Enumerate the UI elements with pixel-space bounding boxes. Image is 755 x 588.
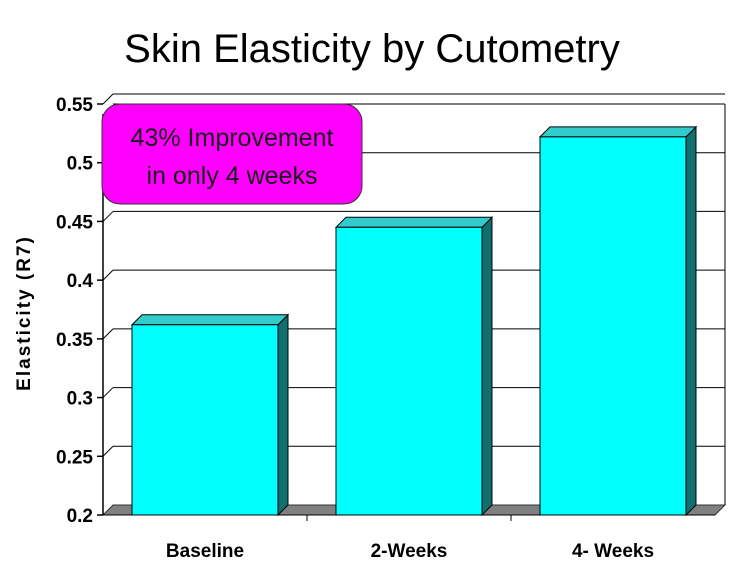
y-tick-label: 0.3 — [67, 389, 93, 410]
improvement-callout: 43% Improvement in only 4 weeks — [101, 103, 363, 205]
y-tick-label: 0.55 — [56, 95, 93, 116]
y-tick-label: 0.45 — [56, 212, 93, 233]
bar — [538, 125, 698, 517]
gridline-depth — [102, 387, 114, 398]
y-tick-label: 0.35 — [56, 330, 93, 351]
bar-face — [335, 226, 483, 516]
callout-line-2: in only 4 weeks — [147, 162, 318, 190]
bar — [334, 216, 494, 517]
gridline-depth — [102, 269, 114, 281]
gridline-depth — [102, 93, 114, 105]
bar-face — [539, 136, 687, 516]
gridline-depth — [102, 211, 114, 222]
x-tick-label: Baseline — [166, 541, 244, 562]
bar-side — [481, 216, 493, 517]
bar-face — [131, 324, 279, 516]
bar — [130, 313, 290, 517]
y-axis-label: Elasticity (R7) — [14, 235, 35, 391]
y-tick-labels: 0.2 0.25 0.3 0.35 0.4 0.45 0.5 0.55 — [56, 95, 93, 527]
gridline-depth — [102, 445, 114, 457]
x-tick-labels: Baseline 2-Weeks 4- Weeks — [166, 541, 654, 562]
y-tick-label: 0.25 — [56, 447, 93, 468]
y-tick-label: 0.2 — [67, 506, 93, 527]
x-tick-label: 2-Weeks — [371, 541, 448, 562]
y-tick-label: 0.4 — [67, 271, 94, 292]
chart-title: Skin Elasticity by Cutometry — [124, 27, 620, 71]
y-tick-label: 0.5 — [67, 154, 94, 175]
gridline-depth — [102, 328, 114, 340]
callout-box — [101, 103, 363, 205]
bar-top — [334, 216, 494, 228]
bar-side — [685, 125, 697, 517]
bar-side — [277, 313, 289, 517]
bars — [130, 125, 698, 517]
x-tick-label: 4- Weeks — [572, 541, 654, 562]
bar-top — [130, 314, 290, 326]
bar-top — [538, 126, 698, 138]
callout-line-1: 43% Improvement — [131, 124, 334, 152]
